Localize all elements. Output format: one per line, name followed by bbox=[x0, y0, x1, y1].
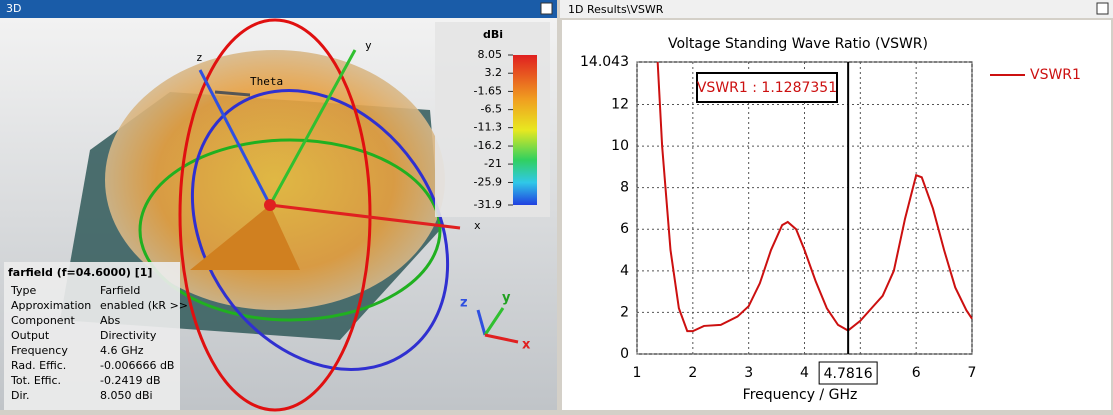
x-axis bbox=[269, 203, 461, 230]
info-key: Frequency bbox=[11, 344, 68, 357]
y-tick-label: 4 bbox=[620, 263, 629, 279]
y-tick-label: 10 bbox=[611, 138, 629, 154]
marker-box bbox=[696, 72, 838, 103]
triad-label: x bbox=[522, 338, 531, 353]
info-value: Directivity bbox=[100, 329, 157, 342]
colorbar-tick-label: -6.5 bbox=[481, 103, 502, 116]
info-title: farfield (f=04.6000) [1] bbox=[8, 266, 152, 279]
info-key: Component bbox=[11, 314, 76, 327]
colorbar-tick-label: 8.05 bbox=[478, 48, 503, 61]
colorbar-tick-label: -25.9 bbox=[474, 175, 502, 188]
y-tick-label: 0 bbox=[620, 346, 629, 362]
colorbar bbox=[513, 55, 537, 205]
colorbar-tick-label: -16.2 bbox=[474, 139, 502, 152]
triad-label: z bbox=[460, 296, 468, 311]
z-axis bbox=[198, 69, 272, 206]
colorbar-tick-label: -31.9 bbox=[474, 198, 502, 211]
x-tick-label: 4 bbox=[800, 365, 809, 381]
y-tick-label: 2 bbox=[620, 304, 629, 320]
farfield-lobe bbox=[105, 50, 445, 310]
chart-title: Voltage Standing Wave Ratio (VSWR) bbox=[668, 36, 928, 52]
y-axis bbox=[268, 49, 357, 206]
x-tick-label: 6 bbox=[912, 365, 921, 381]
y-tick-label: 6 bbox=[620, 221, 629, 237]
series-line bbox=[656, 61, 973, 333]
y-tick-label: 14.043 bbox=[580, 54, 629, 70]
right-titlebar bbox=[560, 0, 1113, 18]
colorbar-unit: dBi bbox=[483, 28, 503, 41]
triad-y bbox=[483, 307, 505, 336]
left-title: 3D bbox=[6, 2, 21, 15]
x-tick-label: 1 bbox=[633, 365, 642, 381]
info-key: Type bbox=[10, 284, 36, 297]
colorbar-tick-label: -11.3 bbox=[474, 121, 502, 134]
info-value: -0.006666 dB bbox=[100, 359, 174, 372]
triad-label: y bbox=[502, 291, 511, 306]
y-tick-label: 12 bbox=[611, 96, 629, 112]
axis-label: x bbox=[474, 219, 481, 232]
axis-label: y bbox=[365, 39, 372, 52]
info-key: Approximation bbox=[11, 299, 91, 312]
y-tick-label: 8 bbox=[620, 180, 629, 196]
marker-label: VSWR1 : 1.1287351 bbox=[697, 80, 837, 96]
triad-z bbox=[476, 309, 487, 336]
theta-arrow bbox=[214, 90, 251, 97]
right-title: 1D Results\VSWR bbox=[568, 3, 664, 16]
maximize-button[interactable] bbox=[540, 2, 553, 15]
axis-label: z bbox=[196, 51, 203, 64]
info-key: Tot. Effic. bbox=[10, 374, 61, 387]
x-tick-label: 3 bbox=[744, 365, 753, 381]
left-titlebar bbox=[0, 0, 557, 18]
x-tick-label: 7 bbox=[968, 365, 977, 381]
triad-x bbox=[484, 333, 519, 344]
antenna-part bbox=[190, 205, 300, 270]
origin bbox=[264, 199, 276, 211]
maximize-button[interactable] bbox=[1096, 2, 1109, 15]
legend-label: VSWR1 bbox=[1030, 67, 1081, 83]
axis-label: Theta bbox=[250, 75, 283, 88]
colorbar-tick-label: 3.2 bbox=[485, 66, 503, 79]
x-tick-label: 2 bbox=[688, 365, 697, 381]
blue-ring bbox=[190, 89, 450, 371]
info-key: Rad. Effic. bbox=[11, 359, 66, 372]
colorbar-tick-label: -1.65 bbox=[474, 84, 502, 97]
info-key: Dir. bbox=[11, 389, 30, 402]
x-axis-title: Frequency / GHz bbox=[743, 387, 858, 403]
marker-x-label: 4.7816 bbox=[824, 366, 873, 382]
info-value: 4.6 GHz bbox=[100, 344, 144, 357]
info-value: -0.2419 dB bbox=[100, 374, 160, 387]
info-value: enabled (kR >> bbox=[100, 299, 188, 312]
green-ring bbox=[138, 138, 442, 322]
info-panel bbox=[4, 262, 180, 410]
colorbar-tick-label: -21 bbox=[484, 157, 502, 170]
marker-x-box bbox=[818, 361, 878, 385]
info-value: Abs bbox=[100, 314, 121, 327]
info-value: Farfield bbox=[100, 284, 140, 297]
red-ring bbox=[178, 18, 372, 412]
info-key: Output bbox=[11, 329, 50, 342]
info-value: 8.050 dBi bbox=[100, 389, 153, 402]
